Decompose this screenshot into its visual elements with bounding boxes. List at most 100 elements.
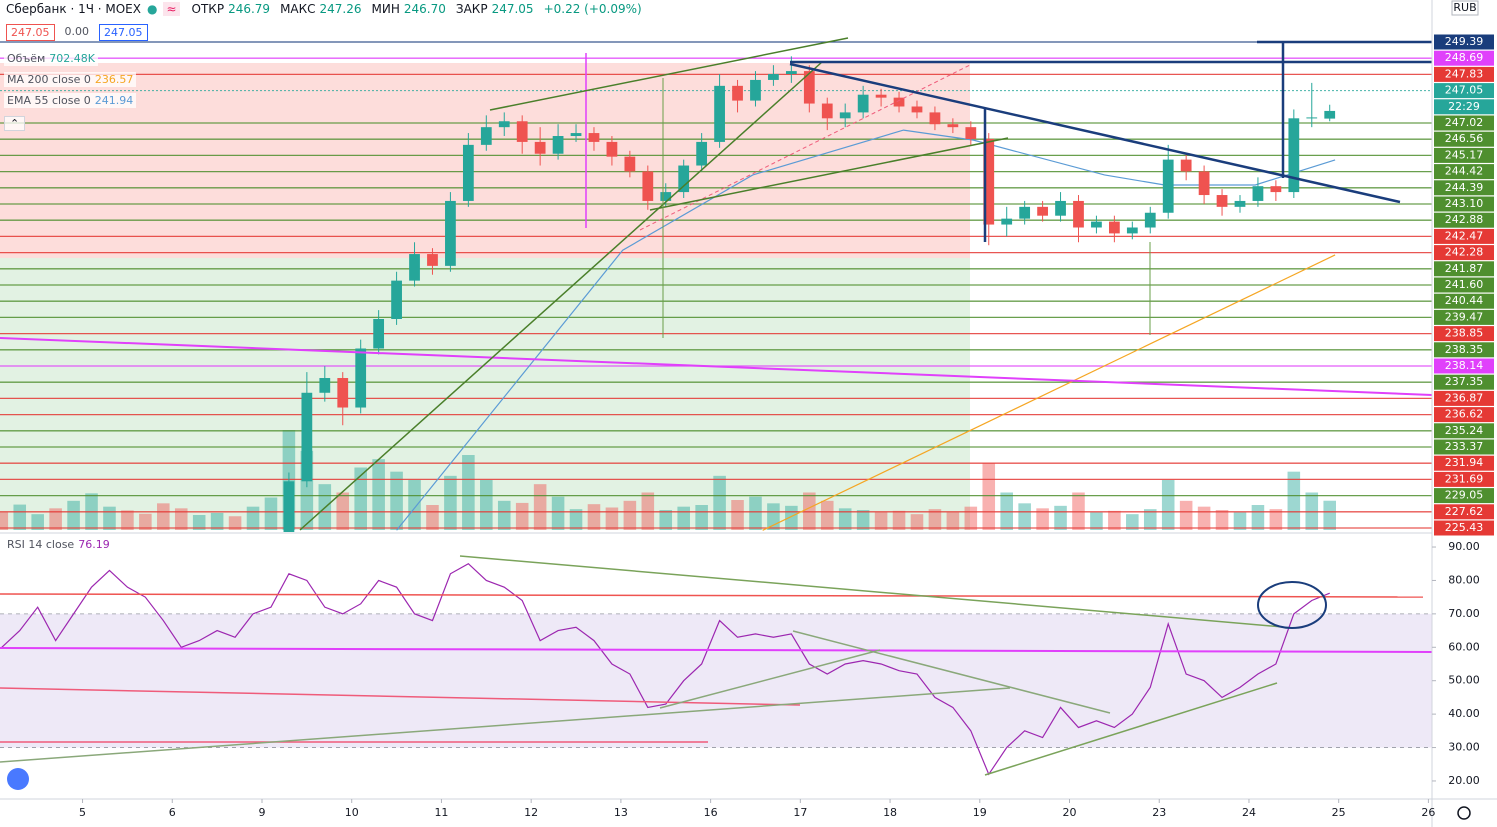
price-label: 238.14 bbox=[1445, 359, 1484, 372]
volume-bar bbox=[551, 496, 565, 530]
candle-body bbox=[1252, 186, 1264, 201]
x-tick-label: 9 bbox=[258, 806, 265, 819]
ma-legend: MA 200 close 0 236.57 bbox=[4, 72, 137, 87]
volume-bar bbox=[1179, 500, 1193, 530]
volume-bar bbox=[192, 515, 206, 530]
candle-body bbox=[1162, 159, 1174, 213]
candle-body bbox=[965, 127, 977, 139]
price-label: 249.39 bbox=[1445, 35, 1484, 48]
volume-bar bbox=[1215, 510, 1229, 530]
volume-bar bbox=[1251, 505, 1265, 530]
status-icon: ≈ bbox=[163, 2, 180, 16]
drawing bbox=[0, 687, 1011, 763]
volume-bar bbox=[605, 507, 619, 530]
candle-body bbox=[1108, 221, 1120, 234]
price-label-box bbox=[1434, 180, 1494, 196]
volume-bar bbox=[838, 508, 852, 530]
candle-body bbox=[355, 348, 367, 408]
price-label-box bbox=[1434, 471, 1494, 487]
buy-price[interactable]: 247.05 bbox=[99, 24, 148, 41]
x-tick-label: 20 bbox=[1063, 806, 1077, 819]
ohlc-label: МИН bbox=[371, 2, 400, 16]
candle-body bbox=[660, 192, 672, 201]
price-label-box bbox=[1434, 309, 1494, 325]
price-label-box bbox=[1434, 212, 1494, 228]
price-label-box bbox=[1434, 147, 1494, 163]
candle-body bbox=[337, 378, 349, 408]
volume-bar bbox=[1161, 480, 1175, 530]
candle-body bbox=[839, 112, 851, 119]
x-tick-label: 26 bbox=[1421, 806, 1435, 819]
volume-bar bbox=[354, 467, 367, 530]
volume-bar bbox=[31, 514, 44, 530]
price-label: 244.39 bbox=[1445, 181, 1484, 194]
candle-body bbox=[534, 141, 546, 154]
volume-bar bbox=[1108, 510, 1121, 530]
legend-value: 702.48K bbox=[49, 52, 95, 65]
x-tick-label: 5 bbox=[79, 806, 86, 819]
price-label: 229.05 bbox=[1445, 489, 1484, 502]
volume-bar bbox=[515, 502, 529, 530]
candle-body bbox=[462, 144, 474, 201]
volume-bar bbox=[103, 506, 116, 530]
price-label: 247.02 bbox=[1445, 116, 1484, 129]
candle-body bbox=[983, 138, 995, 225]
volume-bar bbox=[569, 509, 583, 530]
volume-bar bbox=[1143, 509, 1157, 530]
volume-bar bbox=[695, 505, 708, 530]
collapse-button[interactable]: ⌃ bbox=[4, 116, 26, 131]
price-label-box bbox=[1434, 66, 1494, 82]
volume-bar bbox=[713, 475, 726, 530]
volume-bar bbox=[1197, 506, 1211, 530]
price-label: 227.62 bbox=[1445, 505, 1484, 518]
drawing bbox=[0, 647, 1432, 653]
currency: RUB bbox=[1453, 1, 1476, 14]
candle-body bbox=[750, 79, 761, 101]
currency-box[interactable] bbox=[1451, 0, 1479, 16]
candle-body bbox=[498, 121, 510, 128]
candle-body bbox=[445, 200, 456, 266]
volume-bar bbox=[1287, 471, 1301, 530]
volume-bar bbox=[928, 509, 942, 530]
rsi-tick-label: 70.00 bbox=[1448, 607, 1480, 620]
price-label: 235.24 bbox=[1445, 424, 1484, 437]
candle-body bbox=[624, 156, 636, 172]
candle-body bbox=[427, 254, 438, 266]
x-tick-label: 23 bbox=[1152, 806, 1166, 819]
price-label-box bbox=[1434, 407, 1494, 423]
candle-body bbox=[283, 481, 295, 532]
sell-price[interactable]: 247.05 bbox=[6, 24, 55, 41]
drawing bbox=[639, 64, 971, 231]
drawing bbox=[789, 62, 1401, 204]
price-label-box bbox=[1434, 196, 1494, 212]
candle-body bbox=[1306, 117, 1318, 119]
legend-value: 241.94 bbox=[94, 94, 134, 107]
volume-bar bbox=[390, 471, 403, 530]
settings-icon[interactable] bbox=[1457, 806, 1471, 820]
x-tick-label: 10 bbox=[345, 806, 359, 819]
volume-bar bbox=[1269, 509, 1283, 530]
x-tick-label: 11 bbox=[434, 806, 448, 819]
price-label: 242.28 bbox=[1445, 246, 1484, 259]
price-label: 242.47 bbox=[1445, 229, 1484, 242]
price-label: 225.43 bbox=[1445, 521, 1484, 534]
rsi-tick-label: 90.00 bbox=[1448, 540, 1480, 553]
candle-body bbox=[1019, 206, 1031, 219]
ohlc-label: МАКС bbox=[280, 2, 316, 16]
countdown: 22:29 bbox=[1448, 100, 1480, 113]
volume-bar bbox=[749, 496, 762, 530]
logo[interactable] bbox=[7, 768, 29, 790]
candle-body bbox=[678, 165, 690, 193]
drawing bbox=[299, 61, 823, 531]
volume-bar bbox=[408, 480, 421, 530]
x-tick-label: 6 bbox=[169, 806, 176, 819]
rsi-legend: RSI 14 close 76.19 bbox=[4, 537, 113, 552]
volume-bar bbox=[372, 459, 385, 530]
rsi-line bbox=[1, 563, 1330, 776]
volume-bar bbox=[946, 512, 960, 530]
volume-bar bbox=[785, 505, 798, 530]
legend-name: EMA 55 close 0 bbox=[7, 94, 91, 107]
legend-value: 236.57 bbox=[94, 73, 134, 86]
